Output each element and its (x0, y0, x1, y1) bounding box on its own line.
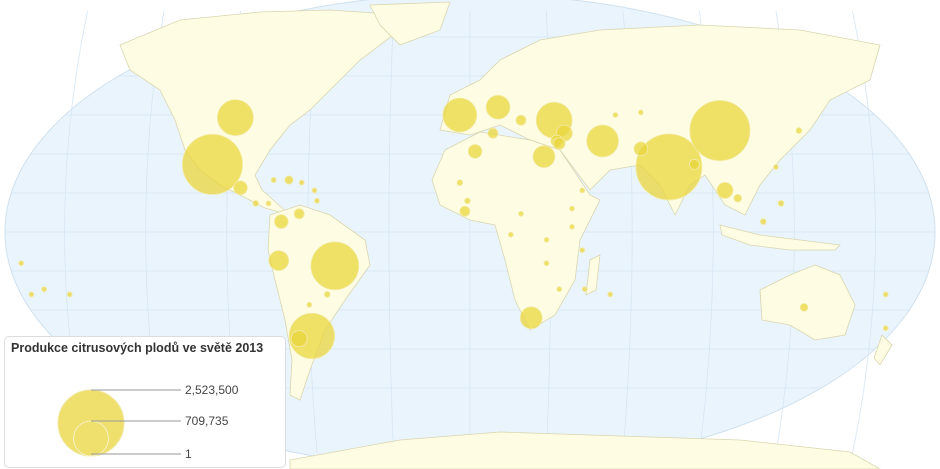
production-bubble[interactable] (532, 145, 556, 168)
production-bubble[interactable] (612, 112, 619, 118)
production-bubble[interactable] (288, 312, 336, 360)
production-bubble[interactable] (456, 179, 464, 186)
production-bubble[interactable] (252, 200, 260, 207)
production-bubble[interactable] (543, 260, 550, 267)
production-bubble[interactable] (314, 197, 320, 204)
production-bubble[interactable] (310, 241, 360, 291)
new-zealand (873, 334, 893, 366)
production-bubble[interactable] (552, 137, 566, 150)
antarctica (289, 431, 881, 469)
production-bubble[interactable] (28, 291, 35, 298)
production-bubble[interactable] (519, 306, 543, 330)
production-bubble[interactable] (18, 260, 25, 267)
production-bubble[interactable] (633, 141, 649, 157)
production-bubble[interactable] (507, 231, 514, 238)
production-bubble[interactable] (485, 94, 511, 120)
legend-mid-label: 709,735 (185, 414, 229, 428)
production-bubble[interactable] (270, 177, 277, 183)
production-bubble[interactable] (607, 291, 614, 298)
production-bubble[interactable] (518, 210, 524, 217)
madagascar (585, 254, 601, 296)
greenland (369, 1, 451, 46)
production-bubble[interactable] (464, 197, 471, 205)
production-bubble[interactable] (556, 286, 563, 293)
legend-bubble-max (57, 389, 125, 457)
production-bubble[interactable] (284, 175, 294, 185)
production-bubble[interactable] (579, 187, 586, 194)
production-bubble[interactable] (467, 144, 483, 159)
production-bubble[interactable] (586, 124, 619, 158)
production-bubble[interactable] (637, 109, 644, 116)
production-bubble[interactable] (795, 127, 803, 134)
production-bubble[interactable] (759, 218, 767, 225)
production-bubble[interactable] (311, 187, 318, 194)
production-bubble[interactable] (515, 114, 527, 126)
australia (759, 264, 856, 341)
production-bubble[interactable] (635, 133, 703, 201)
production-bubble[interactable] (543, 236, 550, 243)
production-bubble[interactable] (689, 100, 751, 162)
production-bubble[interactable] (298, 179, 305, 186)
production-bubble[interactable] (882, 291, 889, 298)
production-bubble[interactable] (569, 205, 575, 212)
production-bubble[interactable] (688, 158, 700, 170)
production-bubble[interactable] (66, 291, 73, 298)
africa (431, 131, 601, 331)
production-bubble[interactable] (41, 286, 48, 293)
production-bubble[interactable] (579, 247, 586, 254)
production-bubble[interactable] (268, 250, 290, 271)
production-bubble[interactable] (733, 193, 743, 203)
production-bubble[interactable] (487, 127, 499, 139)
production-bubble[interactable] (799, 303, 809, 312)
production-bubble[interactable] (323, 291, 331, 298)
production-bubble[interactable] (181, 133, 243, 195)
legend-graphic (57, 389, 181, 457)
production-bubble[interactable] (581, 286, 588, 293)
europe-asia (439, 24, 881, 216)
production-bubble[interactable] (233, 180, 248, 196)
land (119, 1, 893, 469)
north-america (119, 9, 401, 216)
production-bubble[interactable] (442, 97, 478, 133)
production-bubble[interactable] (773, 164, 779, 170)
production-bubble[interactable] (290, 330, 308, 348)
indonesia (719, 224, 841, 251)
bubble-layer (18, 94, 889, 360)
production-bubble[interactable] (459, 205, 471, 217)
production-bubble[interactable] (569, 223, 575, 230)
production-bubble[interactable] (293, 208, 305, 220)
legend-min-label: 1 (185, 447, 192, 461)
legend: Produkce citrusových plodů ve světě 2013… (4, 336, 286, 468)
production-bubble[interactable] (217, 99, 254, 136)
legend-title: Produkce citrusových plodů ve světě 2013 (11, 341, 264, 355)
production-bubble[interactable] (882, 325, 889, 332)
production-bubble[interactable] (265, 200, 272, 207)
legend-max-label: 2,523,500 (185, 383, 239, 397)
production-bubble[interactable] (716, 181, 734, 199)
production-bubble[interactable] (777, 200, 785, 207)
production-bubble[interactable] (274, 214, 289, 229)
production-bubble[interactable] (306, 301, 313, 308)
